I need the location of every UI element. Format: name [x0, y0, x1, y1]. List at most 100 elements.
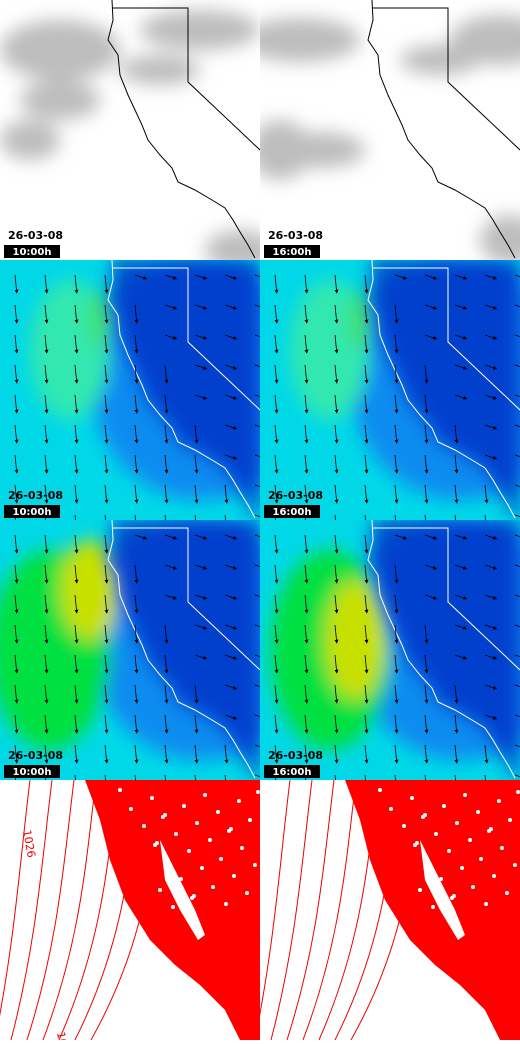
wind-arrow — [164, 334, 178, 340]
contour-gap — [378, 788, 382, 792]
contour-gap — [245, 891, 249, 895]
wind-arrow — [394, 454, 399, 474]
wind-arrow — [394, 534, 408, 540]
wind-arrow — [164, 684, 169, 704]
wind-arrow — [254, 274, 260, 278]
wind-arrow — [274, 394, 279, 414]
wind-arrow — [364, 744, 369, 764]
wind-arrow — [14, 744, 19, 764]
wind-arrow — [364, 304, 369, 324]
wind-arrow — [224, 534, 238, 540]
wind-arrow — [224, 774, 226, 780]
land-contours — [85, 780, 260, 1040]
wind-arrow — [74, 684, 79, 704]
wind-arrow — [104, 514, 106, 520]
wind-arrow — [424, 654, 429, 674]
contour-gap — [195, 821, 199, 825]
wind-arrow — [394, 564, 399, 584]
map-panel: 26-03-08 10:00h — [0, 520, 260, 780]
wind-arrow — [134, 774, 136, 780]
cloud — [0, 120, 60, 160]
wind-arrow — [484, 594, 498, 600]
wind-arrow — [134, 454, 139, 474]
wind-arrow — [134, 534, 148, 540]
wind-arrow — [484, 534, 498, 540]
wind-arrow — [484, 564, 498, 570]
wind-arrow — [394, 684, 399, 704]
wind-arrow — [304, 564, 309, 584]
contour-gap — [447, 849, 451, 853]
wind-arrow — [394, 364, 399, 384]
wind-arrow — [514, 774, 520, 778]
wind-arrow — [134, 484, 139, 504]
time-box — [4, 765, 60, 778]
wind-arrow — [224, 394, 238, 400]
wind-arrow — [394, 654, 399, 674]
wind-arrow — [484, 514, 486, 520]
wind-arrow — [254, 514, 260, 518]
wind-arrow — [514, 714, 520, 718]
wind-arrow — [104, 684, 109, 704]
date-label: 26-03-08 — [8, 749, 63, 762]
wind-arrow — [274, 684, 279, 704]
wind-arrow — [224, 484, 229, 504]
wind-arrow — [364, 394, 369, 414]
wind-arrow — [104, 774, 106, 780]
wind-arrow — [104, 484, 109, 504]
wind-arrow — [44, 594, 49, 614]
map-panel: 26-03-08 16:00h — [260, 0, 520, 260]
wind-arrow — [104, 394, 109, 414]
wind-arrow — [164, 594, 178, 600]
wind-arrow — [14, 714, 19, 734]
wind-arrow — [514, 424, 520, 428]
wind-arrow — [304, 454, 309, 474]
wind-arrow — [164, 744, 169, 764]
wind-arrow — [274, 624, 279, 644]
wind-arrow — [164, 484, 169, 504]
wind-arrow — [134, 714, 139, 734]
wind-arrow — [274, 304, 279, 324]
wind-arrow — [454, 744, 459, 764]
wind-arrow — [74, 394, 79, 414]
wind-arrow — [194, 594, 208, 600]
wind-arrow — [334, 774, 336, 780]
wind-arrow — [104, 364, 109, 384]
wind-arrow — [254, 774, 260, 778]
wind-arrow — [164, 624, 169, 644]
wind-arrow — [304, 624, 309, 644]
state-border — [112, 527, 260, 671]
wind-arrow — [254, 624, 260, 628]
wind-arrow — [514, 744, 520, 748]
wind-arrow — [164, 394, 169, 414]
contour-gap — [389, 807, 393, 811]
field — [348, 290, 372, 350]
wind-arrow — [74, 714, 79, 734]
cloud — [400, 45, 480, 75]
contour-gap — [463, 793, 467, 797]
wind-arrow — [164, 714, 169, 734]
contour-gap — [142, 824, 146, 828]
wind-arrow — [194, 654, 208, 660]
wind-arrow — [274, 484, 279, 504]
wind-arrow — [14, 364, 19, 384]
wind-arrow — [364, 514, 366, 520]
wind-arrow — [514, 484, 520, 488]
wind-arrow — [164, 534, 178, 540]
wind-arrow — [194, 394, 208, 400]
wind-arrow — [164, 304, 178, 310]
field — [325, 580, 385, 700]
contour-gap — [439, 877, 443, 881]
land-contours — [345, 780, 520, 1040]
wind-arrow — [14, 394, 19, 414]
wind-arrow — [454, 594, 468, 600]
wind-arrow — [424, 534, 438, 540]
map-panel — [260, 780, 520, 1040]
wind-arrow — [14, 484, 19, 504]
time-label: 16:00h — [273, 507, 312, 518]
wind-arrow — [44, 394, 49, 414]
wind-arrow — [104, 744, 109, 764]
wind-arrow — [274, 454, 279, 474]
contour-gap — [174, 832, 178, 836]
wind-arrow — [44, 304, 49, 324]
